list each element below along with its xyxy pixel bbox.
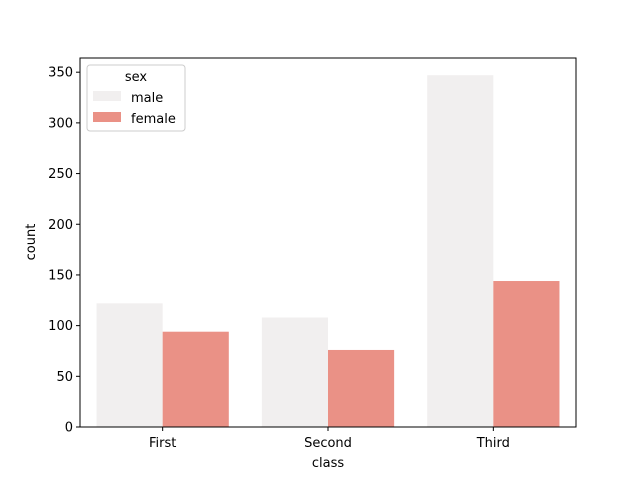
plot-frame [79, 57, 577, 428]
y-axis-label: count [24, 224, 39, 261]
x-axis-label: class [312, 456, 344, 471]
legend-label-female: female [131, 112, 176, 127]
bar-male-third [427, 75, 494, 427]
bar-male-second [261, 317, 328, 427]
legend-swatch-male [93, 91, 121, 101]
y-tick-label: 300 [48, 116, 73, 131]
legend-swatch-female [93, 112, 121, 122]
x-tick-label-third: Third [476, 436, 510, 451]
y-tick-label: 150 [48, 268, 73, 283]
y-ticks-group: 0 50 100 150 200 250 300 350 [48, 66, 80, 436]
x-tick-label-first: First [149, 436, 176, 451]
bars-group [96, 75, 560, 427]
x-ticks-group: First Second Third [149, 427, 510, 451]
y-tick-label: 100 [48, 319, 73, 334]
legend-title: sex [125, 70, 148, 85]
y-tick-label: 250 [48, 167, 73, 182]
bar-female-second [328, 349, 395, 427]
legend-label-male: male [131, 91, 163, 106]
bar-female-third [493, 281, 560, 427]
y-tick-label: 0 [65, 421, 73, 436]
bar-male-first [96, 303, 163, 427]
y-tick-label: 50 [56, 370, 73, 385]
bar-female-first [162, 331, 229, 427]
y-tick-label: 200 [48, 218, 73, 233]
x-tick-label-second: Second [304, 436, 352, 451]
y-tick-label: 350 [48, 66, 73, 81]
legend: sex male female [86, 64, 186, 132]
